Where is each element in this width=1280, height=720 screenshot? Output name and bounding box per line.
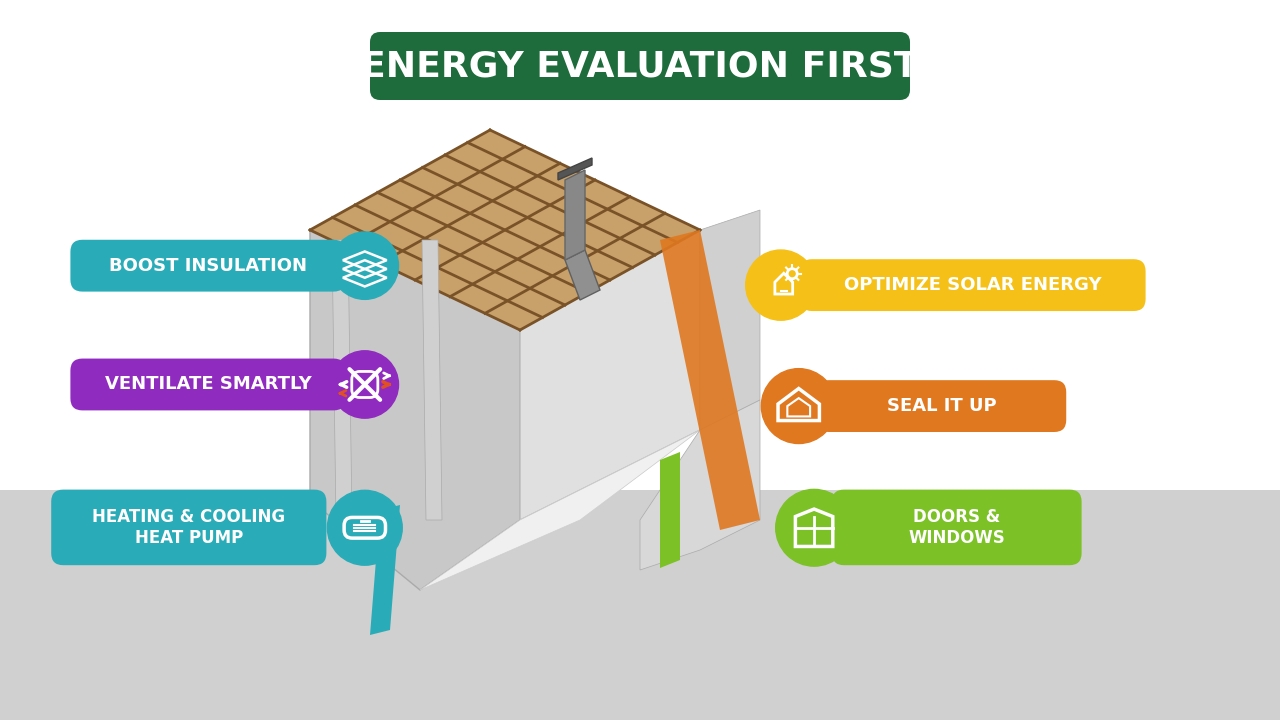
Polygon shape — [422, 240, 442, 520]
Polygon shape — [564, 170, 585, 260]
Text: VENTILATE SMARTLY: VENTILATE SMARTLY — [105, 376, 311, 393]
Polygon shape — [0, 490, 1280, 720]
FancyBboxPatch shape — [370, 32, 910, 100]
Polygon shape — [332, 240, 352, 520]
Text: HEATING & COOLING
HEAT PUMP: HEATING & COOLING HEAT PUMP — [92, 508, 285, 547]
FancyBboxPatch shape — [70, 240, 346, 292]
Text: SEAL IT UP: SEAL IT UP — [887, 397, 996, 415]
Circle shape — [328, 490, 402, 565]
Polygon shape — [564, 250, 600, 300]
FancyBboxPatch shape — [800, 259, 1146, 311]
Polygon shape — [558, 158, 591, 180]
Polygon shape — [370, 505, 399, 635]
Text: BOOST INSULATION: BOOST INSULATION — [109, 257, 307, 275]
Polygon shape — [310, 230, 520, 590]
FancyBboxPatch shape — [817, 380, 1066, 432]
Text: DOORS &
WINDOWS: DOORS & WINDOWS — [909, 508, 1005, 547]
Polygon shape — [700, 210, 760, 430]
Circle shape — [332, 351, 398, 418]
Polygon shape — [640, 400, 760, 570]
FancyBboxPatch shape — [51, 490, 326, 565]
Polygon shape — [660, 452, 680, 568]
FancyBboxPatch shape — [70, 359, 346, 410]
Circle shape — [332, 232, 398, 300]
Circle shape — [762, 369, 836, 444]
Polygon shape — [420, 430, 700, 590]
Polygon shape — [660, 230, 760, 530]
Polygon shape — [310, 130, 700, 330]
Circle shape — [746, 250, 815, 320]
Text: OPTIMIZE SOLAR ENERGY: OPTIMIZE SOLAR ENERGY — [844, 276, 1102, 294]
Polygon shape — [310, 330, 700, 590]
FancyBboxPatch shape — [832, 490, 1082, 565]
Text: ENERGY EVALUATION FIRST: ENERGY EVALUATION FIRST — [361, 49, 919, 83]
Circle shape — [776, 490, 852, 566]
Polygon shape — [520, 230, 700, 520]
